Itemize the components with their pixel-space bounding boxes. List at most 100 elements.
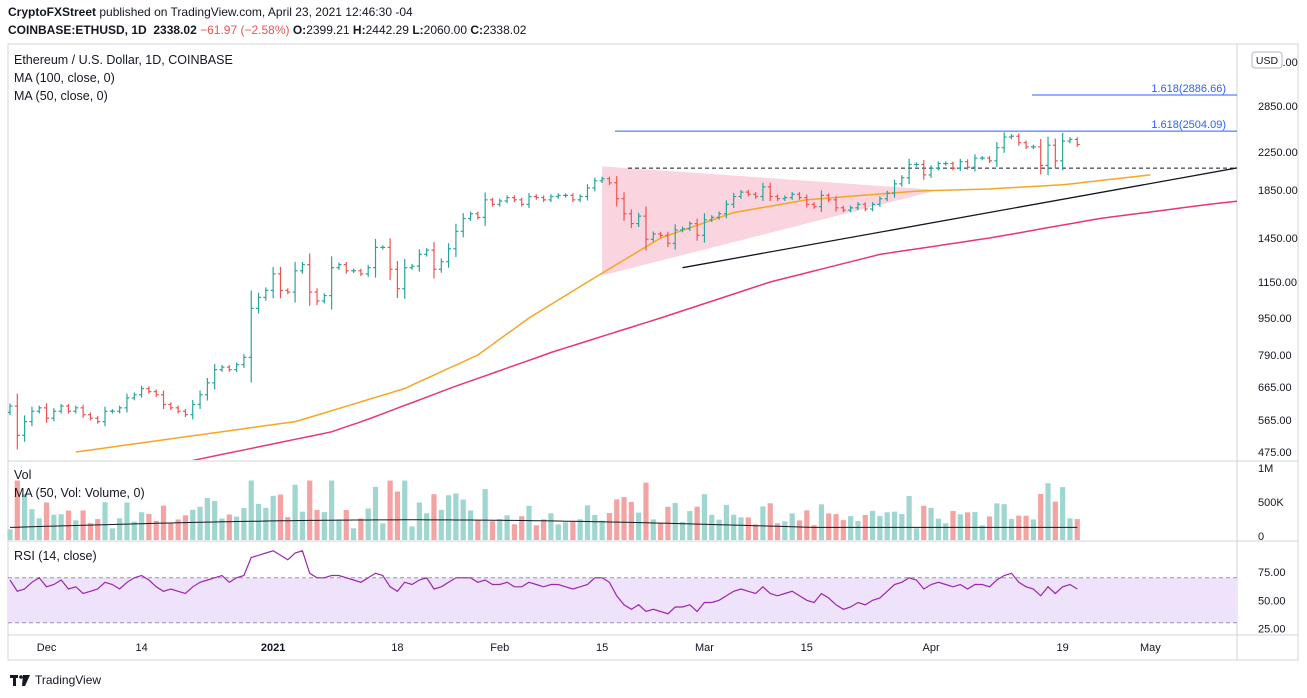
price-bar (541, 195, 547, 203)
volume-bar (804, 510, 810, 540)
price-bar (533, 194, 539, 200)
volume-bar (22, 493, 28, 540)
ma50-legend[interactable]: MA (50, close, 0) (14, 89, 108, 103)
volume-bar (1060, 487, 1066, 540)
volume-bar (1067, 518, 1073, 540)
volume-bar (234, 516, 240, 540)
price-bar (979, 155, 985, 161)
rsi-band (8, 577, 1237, 623)
volume-bar (109, 528, 115, 540)
volume-bar (519, 516, 525, 540)
price-bar (256, 292, 262, 314)
volume-bar (168, 523, 174, 540)
volume-bar (380, 523, 386, 540)
price-bar (431, 242, 437, 279)
chart-frame (7, 43, 1299, 661)
volume-bar (1038, 493, 1044, 540)
price-bar (329, 256, 335, 310)
price-bar (1008, 134, 1014, 140)
volume-bar (650, 519, 656, 540)
price-bar (131, 392, 137, 401)
price-bar (416, 249, 422, 272)
time-tick-label: 2021 (261, 642, 285, 654)
volume-bar (497, 519, 503, 540)
price-bar (804, 194, 810, 208)
price-bar (563, 193, 569, 198)
price-tick-label: 565.00 (1258, 415, 1292, 427)
volume-tick-label: 500K (1258, 497, 1284, 509)
volume-bar (869, 510, 876, 540)
volume-bar (1074, 519, 1080, 540)
price-bar (394, 261, 400, 299)
price-bar (965, 159, 971, 170)
price-bar (212, 364, 218, 390)
rsi-tick-label: 25.00 (1258, 623, 1286, 635)
volume-bar (782, 521, 788, 540)
price-bar (731, 193, 737, 208)
time-tick-label: May (1140, 642, 1161, 654)
price-bar (599, 176, 605, 183)
symbol-label[interactable]: COINBASE:ETHUSD, 1D (8, 23, 147, 37)
price-bar (292, 261, 298, 303)
price-bar (497, 198, 503, 207)
volume-bar (336, 519, 342, 540)
volume-bar (175, 519, 181, 540)
price-bar (270, 266, 276, 299)
price-bar (760, 182, 766, 202)
volume-bar (204, 498, 210, 540)
close-label: C: (470, 23, 484, 37)
volume-ma-legend[interactable]: MA (50, Vol: Volume, 0) (14, 486, 145, 500)
volume-bar (489, 521, 496, 540)
volume-bar (1030, 519, 1036, 540)
price-tick-label: 2250.00 (1258, 147, 1298, 159)
volume-bar (153, 520, 159, 540)
price-bar (387, 238, 393, 280)
price-bar (1045, 136, 1051, 176)
price-bar (204, 378, 210, 401)
volume-bar (102, 502, 108, 540)
price-bar (65, 403, 71, 414)
volume-bar (453, 493, 459, 540)
ma100-line (191, 200, 1237, 460)
publish-line: CryptoFXStreet published on TradingView.… (8, 5, 413, 19)
volume-bar (1045, 483, 1051, 540)
price-bar (438, 258, 444, 273)
time-tick-label: 19 (1057, 642, 1069, 654)
price-bar (124, 393, 130, 413)
volume-bar (446, 495, 452, 540)
price-bar (482, 192, 488, 226)
fib-level-label: 1.618(2886.66) (1151, 83, 1226, 95)
volume-bar (716, 519, 722, 540)
publisher-name[interactable]: CryptoFXStreet (8, 5, 97, 19)
volume-bar (277, 494, 284, 540)
footer: TradingView (10, 673, 101, 687)
volume-bar (548, 513, 554, 540)
volume-bar (606, 513, 613, 540)
price-bar (139, 385, 145, 398)
price-bar (475, 211, 481, 220)
ma100-legend[interactable]: MA (100, close, 0) (14, 71, 115, 85)
price-bar (314, 288, 320, 306)
volume-bar (416, 502, 422, 540)
price-bar (906, 158, 912, 185)
price-bar (811, 202, 817, 209)
price-bar (555, 193, 561, 199)
volume-bar (226, 514, 232, 540)
volume-bar (182, 515, 189, 540)
footer-brand[interactable]: TradingView (35, 673, 102, 687)
volume-legend-title[interactable]: Vol (14, 468, 32, 482)
volume-bar (321, 512, 327, 540)
price-bar (987, 155, 993, 164)
rsi-legend-title[interactable]: RSI (14, close) (14, 549, 97, 563)
price-bar (1023, 140, 1029, 150)
price-bar (570, 193, 576, 203)
volume-bar (555, 524, 561, 540)
volume-bar (636, 512, 642, 540)
volume-bar (592, 514, 598, 540)
main-legend-title[interactable]: Ethereum / U.S. Dollar, 1D, COINBASE (14, 53, 233, 67)
price-bar (299, 261, 305, 274)
volume-bar (504, 515, 510, 540)
volume-bar (928, 507, 934, 540)
volume-bar (753, 524, 759, 540)
